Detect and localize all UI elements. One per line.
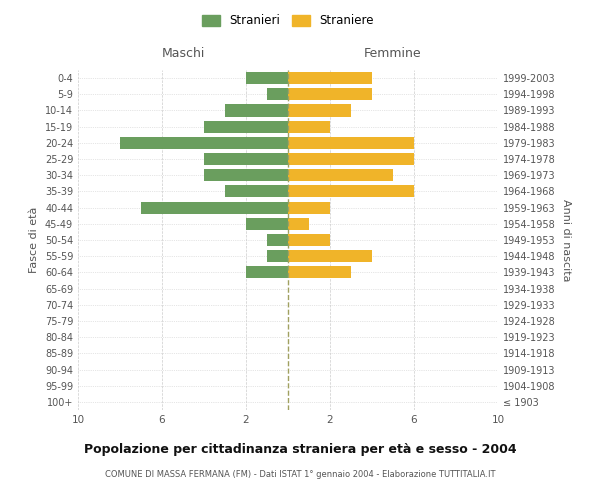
Bar bbox=[288, 137, 414, 149]
Bar bbox=[246, 218, 288, 230]
Bar bbox=[288, 186, 414, 198]
Bar bbox=[204, 153, 288, 165]
Bar bbox=[288, 266, 351, 278]
Bar bbox=[288, 120, 330, 132]
Bar bbox=[225, 186, 288, 198]
Bar bbox=[288, 88, 372, 101]
Text: Popolazione per cittadinanza straniera per età e sesso - 2004: Popolazione per cittadinanza straniera p… bbox=[83, 442, 517, 456]
Bar bbox=[267, 88, 288, 101]
Text: Maschi: Maschi bbox=[161, 48, 205, 60]
Bar bbox=[267, 234, 288, 246]
Bar bbox=[267, 250, 288, 262]
Text: Femmine: Femmine bbox=[364, 48, 422, 60]
Bar bbox=[246, 72, 288, 84]
Bar bbox=[288, 234, 330, 246]
Bar bbox=[204, 169, 288, 181]
Y-axis label: Anni di nascita: Anni di nascita bbox=[561, 198, 571, 281]
Bar bbox=[288, 250, 372, 262]
Text: COMUNE DI MASSA FERMANA (FM) - Dati ISTAT 1° gennaio 2004 - Elaborazione TUTTITA: COMUNE DI MASSA FERMANA (FM) - Dati ISTA… bbox=[105, 470, 495, 479]
Bar bbox=[204, 120, 288, 132]
Bar bbox=[288, 104, 351, 117]
Bar bbox=[246, 266, 288, 278]
Bar bbox=[288, 72, 372, 84]
Y-axis label: Fasce di età: Fasce di età bbox=[29, 207, 39, 273]
Legend: Stranieri, Straniere: Stranieri, Straniere bbox=[199, 11, 377, 31]
Bar bbox=[288, 218, 309, 230]
Bar bbox=[288, 153, 414, 165]
Bar bbox=[141, 202, 288, 213]
Bar bbox=[225, 104, 288, 117]
Bar bbox=[120, 137, 288, 149]
Bar bbox=[288, 169, 393, 181]
Bar bbox=[288, 202, 330, 213]
